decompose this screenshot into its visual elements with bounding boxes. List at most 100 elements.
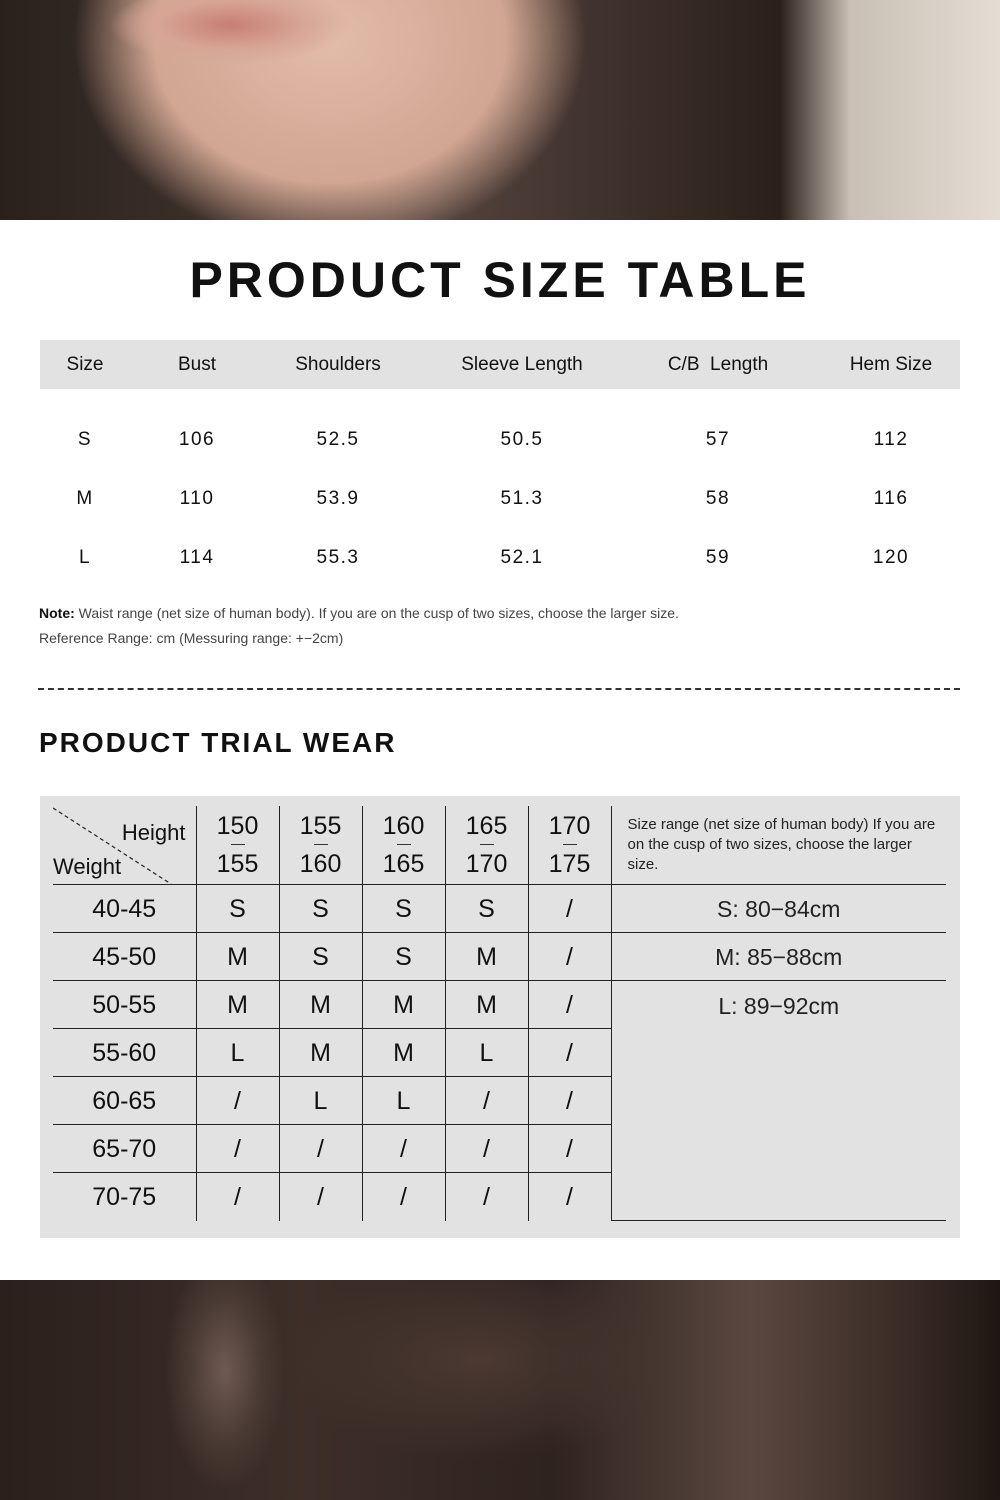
size-recommendation: S — [361, 932, 446, 981]
range-dash — [313, 844, 328, 845]
size-cell: 59 — [705, 547, 731, 568]
header-hem-size: Hem Size — [849, 354, 933, 375]
height-range: 170 175 — [527, 806, 612, 885]
size-cell: 114 — [179, 547, 215, 568]
size-range: M: 85−88cm — [610, 932, 946, 981]
size-recommendation: / — [527, 1076, 612, 1125]
size-recommendation: / — [444, 1172, 529, 1221]
weight-range: 55-60 — [53, 1028, 197, 1077]
weight-row: 55-60 L M M L / — [53, 1028, 946, 1077]
weight-row: 65-70// / / / — [53, 1124, 946, 1173]
range-dash — [562, 844, 577, 845]
weight-row: 50-55 M M M M / L: 89−92cm — [53, 980, 946, 1221]
weight-range: 60-65 — [53, 1076, 197, 1125]
size-cell: 52.5 — [316, 429, 360, 450]
height-label: Height — [121, 820, 186, 845]
size-range: S: 80−84cm — [610, 884, 946, 933]
weight-range: 40-45 — [53, 884, 197, 933]
weight-range: 65-70 — [53, 1124, 197, 1173]
size-recommendation: / — [527, 1172, 612, 1221]
size-cell: 106 — [178, 429, 216, 450]
size-range: L: 89−92cm — [610, 980, 946, 1221]
size-recommendation: S — [195, 884, 280, 933]
weight-row: 40-45 S S S S / S: 80−84cm — [53, 884, 946, 933]
size-recommendation: M — [278, 980, 363, 1029]
size-cell: S — [77, 429, 93, 450]
size-cell: 50.5 — [500, 429, 544, 450]
weight-label: Weight — [53, 854, 122, 879]
trial-wear-title: PRODUCT TRIAL WEAR — [39, 727, 397, 758]
weight-row: 70-75// / / / — [53, 1172, 946, 1221]
size-recommendation: M — [361, 1028, 446, 1077]
size-recommendation: / — [278, 1124, 363, 1173]
size-recommendation: S — [278, 884, 363, 933]
size-cell: 110 — [179, 488, 215, 509]
range-dash — [230, 844, 245, 845]
trial-wear-table: Height Weight 150 155 155 160 160 165 165 170 170 1… — [40, 796, 960, 1238]
size-row: S 106 52.5 50.5 57 112 — [0, 426, 1000, 454]
size-recommendation: M — [444, 980, 529, 1029]
size-recommendation: / — [195, 1124, 280, 1173]
size-recommendation: / — [361, 1172, 446, 1221]
size-recommendation: L — [361, 1076, 446, 1125]
size-recommendation: M — [361, 980, 446, 1029]
size-recommendation: / — [278, 1172, 363, 1221]
size-cell: 58 — [705, 488, 731, 509]
weight-row: 60-65/L L / / — [53, 1076, 946, 1125]
corner-cell: Height Weight — [53, 806, 197, 885]
height-range: 155 160 — [278, 806, 363, 885]
size-row: M 110 53.9 51.3 58 116 — [0, 485, 1000, 513]
weight-range: 50-55 — [53, 980, 197, 1029]
size-recommendation: / — [527, 1028, 612, 1077]
size-cell: M — [76, 488, 94, 509]
size-recommendation: / — [527, 980, 612, 1029]
size-recommendation: / — [527, 932, 612, 981]
size-recommendation: M — [195, 932, 280, 981]
size-cell: 53.9 — [316, 488, 360, 509]
size-recommendation: S — [444, 884, 529, 933]
divider — [38, 688, 960, 690]
size-recommendation: M — [195, 980, 280, 1029]
size-recommendation: / — [195, 1076, 280, 1125]
weight-range: 70-75 — [53, 1172, 197, 1221]
reference-range: Reference Range: cm (Messuring range: +−… — [39, 630, 344, 646]
size-recommendation: L — [444, 1028, 529, 1077]
range-dash — [396, 844, 411, 845]
weight-range: 45-50 — [53, 932, 197, 981]
size-cell: 57 — [705, 429, 731, 450]
range-note: Size range (net size of human body) If y… — [610, 806, 946, 885]
size-recommendation: M — [278, 1028, 363, 1077]
size-cell: 116 — [873, 488, 909, 509]
size-cell: 52.1 — [500, 547, 544, 568]
size-recommendation: / — [527, 884, 612, 933]
product-photo-coat-belt — [0, 1280, 1000, 1500]
size-table-header — [40, 340, 960, 389]
model-photo-face — [0, 0, 1000, 220]
header-shoulders: Shoulders — [295, 354, 381, 375]
range-dash — [479, 844, 494, 845]
height-header-row: Height Weight 150 155 155 160 160 165 165 170 170 1… — [53, 806, 946, 885]
size-cell: L — [78, 547, 92, 568]
weight-row: 45-50 M S S M / M: 85−88cm — [53, 932, 946, 981]
height-range: 165 170 — [444, 806, 529, 885]
size-recommendation: S — [361, 884, 446, 933]
header-size: Size — [66, 354, 104, 375]
height-range: 160 165 — [361, 806, 446, 885]
size-table-title: PRODUCT SIZE TABLE — [189, 252, 811, 308]
size-recommendation: / — [444, 1076, 529, 1125]
header-cb-length: C/B Length — [667, 354, 769, 375]
size-cell: 120 — [872, 547, 910, 568]
size-cell: 51.3 — [500, 488, 544, 509]
size-recommendation: M — [444, 932, 529, 981]
size-recommendation: / — [361, 1124, 446, 1173]
header-sleeve-length: Sleeve Length — [461, 354, 583, 375]
size-note: Note: Waist range (net size of human bod… — [39, 605, 679, 621]
size-row: L 114 55.3 52.1 59 120 — [0, 544, 1000, 572]
size-cell: 112 — [873, 429, 909, 450]
header-bust: Bust — [177, 354, 217, 375]
height-range: 150 155 — [195, 806, 280, 885]
size-recommendation: L — [195, 1028, 280, 1077]
size-recommendation: / — [444, 1124, 529, 1173]
size-recommendation: L — [278, 1076, 363, 1125]
size-cell: 55.3 — [316, 547, 360, 568]
